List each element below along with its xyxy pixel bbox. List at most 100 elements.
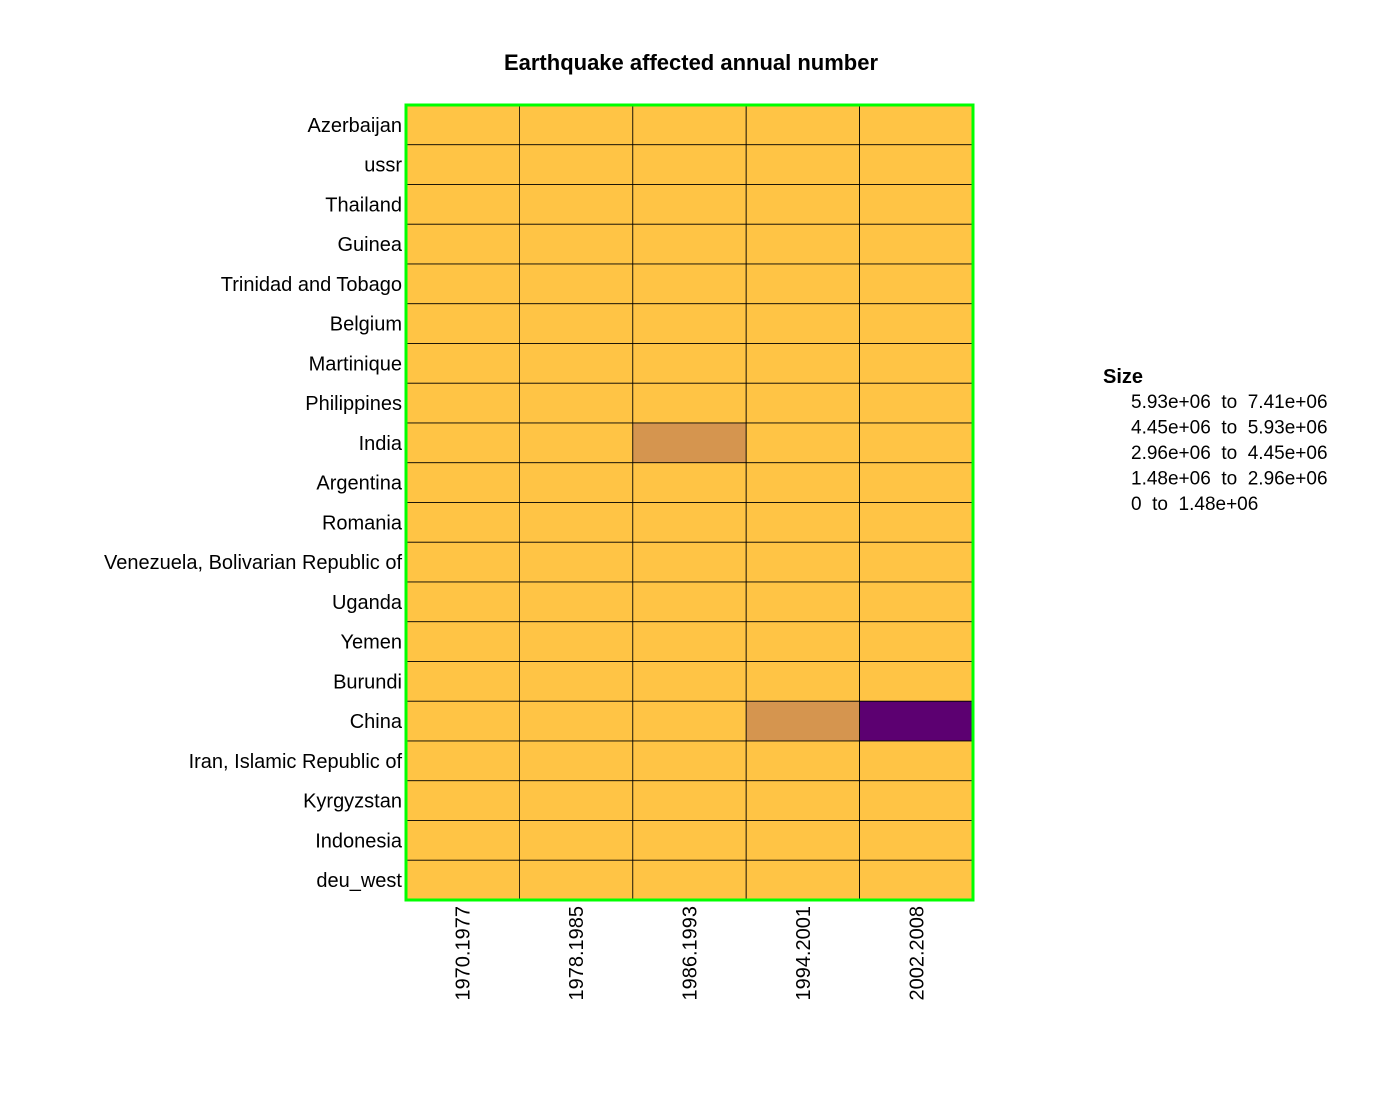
heatmap-cell [632,263,747,305]
heatmap-cell [519,502,634,543]
row-label: Iran, Islamic Republic of [189,751,403,773]
row-label: Venezuela, Bolivarian Republic of [104,552,402,574]
legend-title: Size [1103,366,1143,388]
heatmap-cell [745,144,861,185]
heatmap-cell [632,144,747,185]
legend-entry: 4.45e+06 to 5.93e+06 [1131,418,1328,439]
row-label: Yemen [340,632,402,654]
heatmap-cell [519,820,634,861]
row-label: deu_west [316,870,402,892]
heatmap-cell [632,780,747,821]
heatmap-cell [745,581,861,623]
row-label: Romania [322,512,403,534]
row-label: Philippines [305,393,402,415]
heatmap-cell [405,700,520,742]
heatmap-cell [859,144,974,185]
heatmap-cell [632,184,747,225]
heatmap-cell [405,581,520,623]
heatmap-cell [405,859,520,901]
legend: Size 5.93e+06 to 7.41e+06 4.45e+06 to 5.9… [1103,366,1328,515]
heatmap-cell [859,184,974,225]
heatmap-cell [859,303,974,344]
row-label: Argentina [316,473,402,495]
heatmap-cell [859,541,974,583]
heatmap-cell [745,343,861,384]
heatmap-cell [519,382,634,424]
heatmap-cell [632,820,747,861]
row-label: Kyrgyzstan [303,791,402,813]
heatmap-cell [632,541,747,583]
heatmap-cell [632,740,747,782]
heatmap-cell [745,621,861,662]
heatmap-cell [519,859,634,901]
heatmap-cell [745,422,861,464]
row-label: China [350,711,403,733]
row-label: Burundi [333,671,402,693]
heatmap-cell [519,422,634,464]
heatmap-cell [632,223,747,265]
heatmap-cell [745,223,861,265]
heatmap-cell [405,462,520,503]
row-label: Guinea [338,234,403,256]
column-label: 1986.1993 [680,906,702,1001]
heatmap-cell [745,780,861,821]
heatmap-cell [519,184,634,225]
row-label: India [359,433,403,455]
heatmap-cell [405,263,520,305]
heatmap-cell [405,661,520,702]
row-label: Indonesia [315,830,403,852]
heatmap-cell [859,621,974,662]
legend-entry: 1.48e+06 to 2.96e+06 [1131,469,1328,490]
heatmap-cell [745,820,861,861]
legend-entry: 2.96e+06 to 4.45e+06 [1131,443,1328,464]
heatmap-cell [519,343,634,384]
heatmap-cell [405,780,520,821]
heatmap-cell [405,541,520,583]
heatmap-cell [859,462,974,503]
heatmap-cell [519,621,634,662]
heatmap-cell [632,502,747,543]
row-label: Belgium [330,314,402,336]
column-label: 1978.1985 [566,906,588,1001]
heatmap-cell [745,263,861,305]
heatmap-cell [745,740,861,782]
heatmap-cell [632,343,747,384]
column-labels: 1970.1977 1978.1985 1986.1993 1994.2001 2002… [453,906,929,1001]
plot-border [404,103,975,902]
heatmap-cell [519,462,634,503]
heatmap-cell [519,740,634,782]
heatmap-cell [859,581,974,623]
heatmap-cell [405,343,520,384]
heatmap-cell [859,223,974,265]
heatmap-cell [405,820,520,861]
heatmap-cell [859,382,974,424]
heatmap-cell [405,223,520,265]
heatmap-cell [632,859,747,901]
heatmap-cell [632,581,747,623]
heatmap-cell [519,263,634,305]
column-label: 1970.1977 [453,906,475,1001]
legend-entries: 5.93e+06 to 7.41e+06 4.45e+06 to 5.93e+06… [1131,392,1328,515]
row-label: Uganda [332,592,403,614]
heatmap-cell [632,621,747,662]
heatmap-cell [745,700,861,742]
heatmap-cell [745,859,861,901]
row-labels: Azerbaijan ussr Thailand Guinea Trinidad and… [104,115,403,892]
heatmap-cell [519,700,634,742]
legend-entry: 0 to 1.48e+06 [1131,494,1258,515]
heatmap-cell [859,661,974,702]
heatmap-cell [745,303,861,344]
row-label: Thailand [325,194,402,216]
heatmap-cell [745,382,861,424]
heatmap-cell [405,104,520,146]
heatmap-cell [859,502,974,543]
heatmap-cell [632,661,747,702]
heatmap-cell [859,104,974,146]
heatmap-cell [405,382,520,424]
column-label: 2002.2008 [906,906,928,1001]
heatmap-cell [519,661,634,702]
heatmap-cell [859,700,974,742]
heatmap-cell [859,820,974,861]
chart-title: Earthquake affected annual number [504,50,879,75]
heatmap-cell [632,422,747,464]
